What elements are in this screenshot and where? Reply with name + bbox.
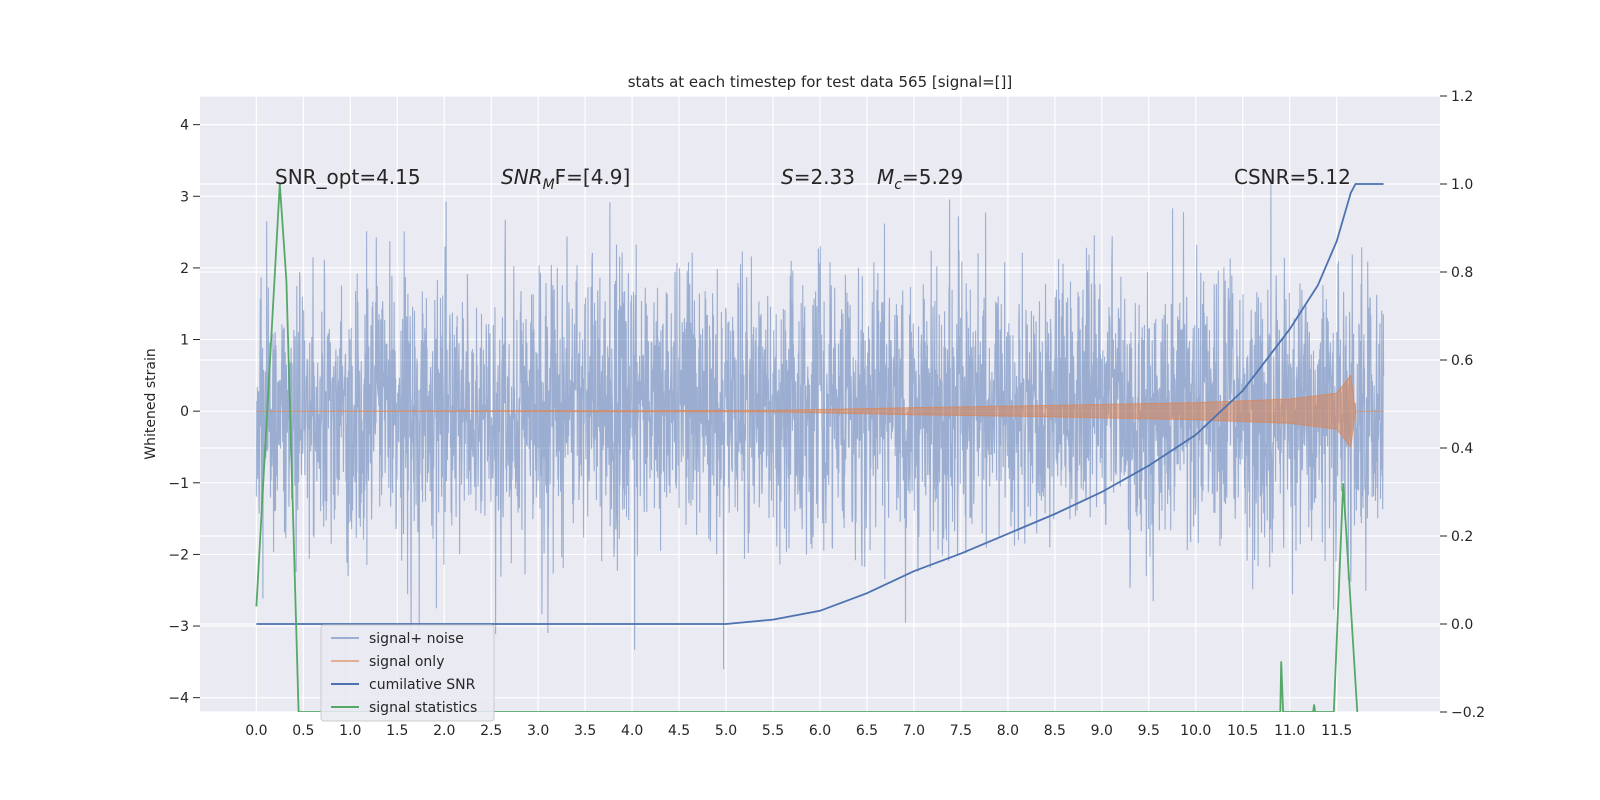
snrmf-main: SNR xyxy=(501,165,543,189)
annotation-csnr: CSNR=5.12 xyxy=(1234,165,1351,189)
x-tick-label: 1.5 xyxy=(386,723,408,739)
legend: signal+ noise signal only cumilative SNR… xyxy=(320,624,495,722)
csnr-text: CSNR=5.12 xyxy=(1234,165,1351,189)
x-tick-label: 6.5 xyxy=(856,723,878,739)
x-tick-label: 3.5 xyxy=(574,723,596,739)
x-tick-label: 3.0 xyxy=(527,723,549,739)
annotations: SNR_opt=4.15 SNRMF=[4.9] S=2.33 Mc=5.29 … xyxy=(275,165,1351,193)
axes: 0.0 0.5 1.0 1.5 2.0 2.5 3.0 3.5 4.0 4.5 5.0 5.5 6.0 6… xyxy=(168,89,1485,739)
s-var: S xyxy=(781,165,794,189)
y2-tick-label: 0.2 xyxy=(1451,529,1473,545)
x-tick-label: 7.0 xyxy=(903,723,925,739)
y-axis-label: Whitened strain xyxy=(143,348,159,459)
mc-var: M xyxy=(877,165,894,189)
annotation-snr-opt: SNR_opt=4.15 xyxy=(275,165,421,189)
legend-label-cumulative-snr: cumilative SNR xyxy=(369,677,476,693)
y-tick-label: 3 xyxy=(180,189,189,205)
legend-label-signal-only: signal only xyxy=(369,654,444,670)
x-tick-label: 5.5 xyxy=(762,723,784,739)
x-tick-label: 8.0 xyxy=(997,723,1019,739)
annotation-snr-mf: SNRMF=[4.9] xyxy=(501,165,630,193)
mc-val: =5.29 xyxy=(902,165,963,189)
snrmf-sub: M xyxy=(543,177,555,193)
snr-opt-text: SNR_opt=4.15 xyxy=(275,165,421,189)
x-tick-label: 11.5 xyxy=(1321,723,1352,739)
mc-sub: c xyxy=(894,177,902,193)
legend-label-signal-statistics: signal statistics xyxy=(369,700,477,716)
x-tick-label: 2.0 xyxy=(433,723,455,739)
x-tick-label: 7.5 xyxy=(950,723,972,739)
x-tick-label: 4.0 xyxy=(621,723,643,739)
x-tick-label: 9.5 xyxy=(1138,723,1160,739)
x-tick-label: 10.5 xyxy=(1227,723,1258,739)
y2-tick-label: 0.0 xyxy=(1451,617,1473,633)
x-tick-label: 1.0 xyxy=(339,723,361,739)
y-tick-label: 2 xyxy=(180,261,189,277)
y2-tick-label: 1.2 xyxy=(1451,89,1473,105)
legend-box xyxy=(320,624,495,722)
x-tick-label: 5.0 xyxy=(715,723,737,739)
y-tick-label: −4 xyxy=(168,691,189,707)
y-tick-label: −1 xyxy=(168,476,189,492)
x-tick-label: 9.0 xyxy=(1091,723,1113,739)
y2-tick-label: 0.6 xyxy=(1451,353,1473,369)
x-tick-label: 6.0 xyxy=(809,723,831,739)
y2-tick-label: 1.0 xyxy=(1451,177,1473,193)
y2-tick-label: 0.8 xyxy=(1451,265,1473,281)
legend-label-signal-noise: signal+ noise xyxy=(369,631,464,647)
annotation-s: S=2.33 xyxy=(781,165,855,189)
y-tick-label: 1 xyxy=(180,333,189,349)
series-layer xyxy=(255,178,1385,712)
x-tick-label: 0.0 xyxy=(245,723,267,739)
x-tick-label: 4.5 xyxy=(668,723,690,739)
y2-tick-label: 0.4 xyxy=(1451,441,1473,457)
snrmf-rest: F=[4.9] xyxy=(555,165,631,189)
chart-title: stats at each timestep for test data 565… xyxy=(628,73,1013,91)
series-signal-only xyxy=(256,374,1384,449)
series-signal-statistics xyxy=(255,183,1359,712)
y-tick-label: −2 xyxy=(168,547,189,563)
y2-tick-label: −0.2 xyxy=(1451,705,1485,721)
s-val: =2.33 xyxy=(794,165,855,189)
x-tick-label: 8.5 xyxy=(1044,723,1066,739)
x-tick-label: 0.5 xyxy=(292,723,314,739)
y-tick-label: −3 xyxy=(168,619,189,635)
series-cumulative-snr xyxy=(256,183,1384,625)
x-tick-label: 2.5 xyxy=(480,723,502,739)
y-tick-label: 0 xyxy=(180,404,189,420)
annotation-mc: Mc=5.29 xyxy=(877,165,963,193)
x-tick-label: 11.0 xyxy=(1274,723,1305,739)
x-tick-label: 10.0 xyxy=(1180,723,1211,739)
series-signal-noise xyxy=(255,178,1385,670)
y-tick-label: 4 xyxy=(180,118,189,134)
